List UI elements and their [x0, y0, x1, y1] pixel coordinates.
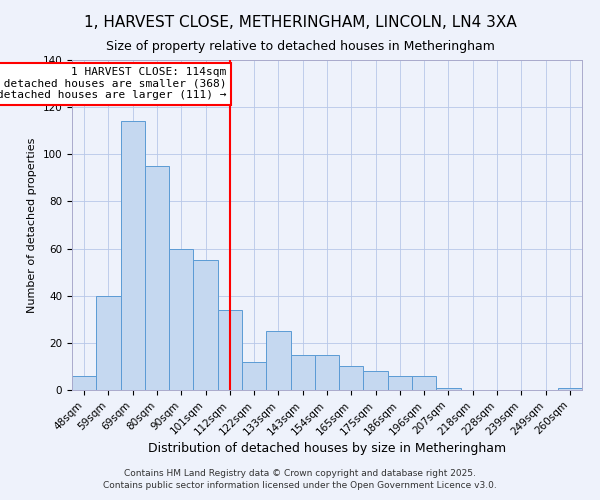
Bar: [339, 366, 364, 390]
Bar: [169, 248, 193, 390]
Bar: [72, 376, 96, 390]
Text: Contains HM Land Registry data © Crown copyright and database right 2025.
Contai: Contains HM Land Registry data © Crown c…: [103, 468, 497, 490]
Bar: [121, 122, 145, 390]
Y-axis label: Number of detached properties: Number of detached properties: [27, 138, 37, 312]
Bar: [364, 371, 388, 390]
Bar: [388, 376, 412, 390]
Bar: [436, 388, 461, 390]
Bar: [266, 331, 290, 390]
Bar: [96, 296, 121, 390]
Text: 1 HARVEST CLOSE: 114sqm
← 77% of detached houses are smaller (368)
23% of semi-d: 1 HARVEST CLOSE: 114sqm ← 77% of detache…: [0, 67, 226, 100]
Text: 1, HARVEST CLOSE, METHERINGHAM, LINCOLN, LN4 3XA: 1, HARVEST CLOSE, METHERINGHAM, LINCOLN,…: [83, 15, 517, 30]
Text: Size of property relative to detached houses in Metheringham: Size of property relative to detached ho…: [106, 40, 494, 53]
Bar: [218, 310, 242, 390]
X-axis label: Distribution of detached houses by size in Metheringham: Distribution of detached houses by size …: [148, 442, 506, 455]
Bar: [242, 362, 266, 390]
Bar: [145, 166, 169, 390]
Bar: [315, 354, 339, 390]
Bar: [558, 388, 582, 390]
Bar: [412, 376, 436, 390]
Bar: [193, 260, 218, 390]
Bar: [290, 354, 315, 390]
